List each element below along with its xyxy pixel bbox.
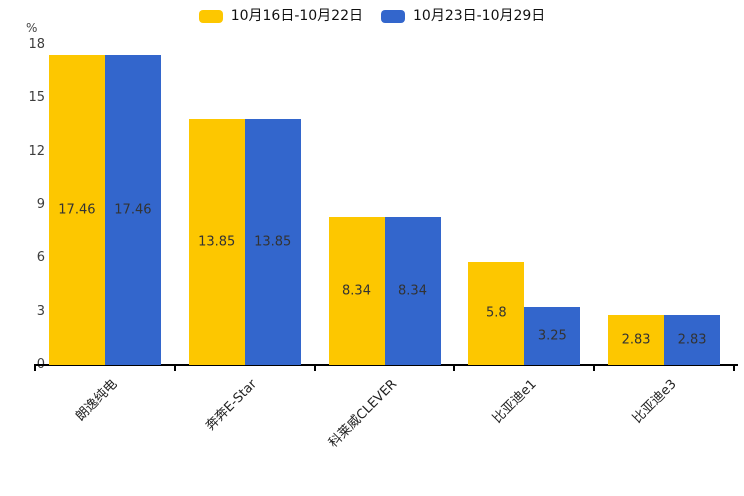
bar-week2: 13.85 <box>244 118 301 365</box>
y-tick-label: 18 <box>28 37 45 52</box>
y-tick-label: 3 <box>36 303 45 319</box>
x-category-label: 比亚迪e1 <box>490 376 540 427</box>
bar-value-label: 8.34 <box>398 283 427 299</box>
legend-swatch-week1-icon <box>198 10 223 23</box>
x-axis-tick <box>34 365 36 371</box>
bar-value-label: 5.8 <box>485 305 507 321</box>
x-category-label: 比亚迪e3 <box>629 376 680 427</box>
bar-week1: 17.46 <box>48 54 105 365</box>
x-category-label: 奔奔E-Star <box>203 376 261 434</box>
bar-value-label: 2.83 <box>621 332 651 348</box>
legend-label-week1: 10月16日-10月22日 <box>230 8 363 24</box>
x-axis-tick <box>173 365 176 371</box>
legend: 10月16日-10月22日 10月23日-10月29日 <box>0 8 744 25</box>
x-axis-tick <box>313 365 316 371</box>
bar-value-label: 3.25 <box>537 328 567 344</box>
bar-value-label: 2.83 <box>677 332 707 348</box>
bar-value-label: 17.46 <box>58 202 96 218</box>
x-axis-tick <box>593 365 596 371</box>
x-category-label: 科莱威CLEVER <box>325 376 400 451</box>
legend-swatch-week2-icon <box>381 10 405 23</box>
x-axis-tick <box>733 365 735 371</box>
bar-value-label: 8.34 <box>342 283 371 299</box>
x-axis-tick <box>453 365 456 371</box>
bar-week1: 5.8 <box>468 261 525 365</box>
bar-week1: 13.85 <box>188 118 245 365</box>
y-tick-label: 9 <box>36 197 45 212</box>
bar-week2: 2.83 <box>664 314 721 365</box>
bar-value-label: 17.46 <box>114 202 152 218</box>
x-category-label: 朗逸纯电 <box>72 376 121 425</box>
y-tick-label: 15 <box>28 90 45 106</box>
bar-week1: 8.34 <box>328 216 385 365</box>
y-tick-label: 12 <box>28 143 45 159</box>
y-axis-unit-label: % <box>26 21 38 35</box>
bar-week2: 3.25 <box>524 307 581 365</box>
bar-value-label: 13.85 <box>254 234 292 250</box>
y-tick-label: 6 <box>36 250 45 266</box>
x-axis-line <box>34 364 738 366</box>
bar-week2: 17.46 <box>104 54 161 365</box>
legend-item-week1[interactable]: 10月16日-10月22日 <box>198 8 363 25</box>
legend-label-week2: 10月23日-10月29日 <box>413 8 546 24</box>
legend-item-week2[interactable]: 10月23日-10月29日 <box>381 8 545 25</box>
bar-value-label: 13.85 <box>198 234 236 250</box>
bar-week1: 2.83 <box>608 314 665 365</box>
bar-week2: 8.34 <box>384 216 441 365</box>
